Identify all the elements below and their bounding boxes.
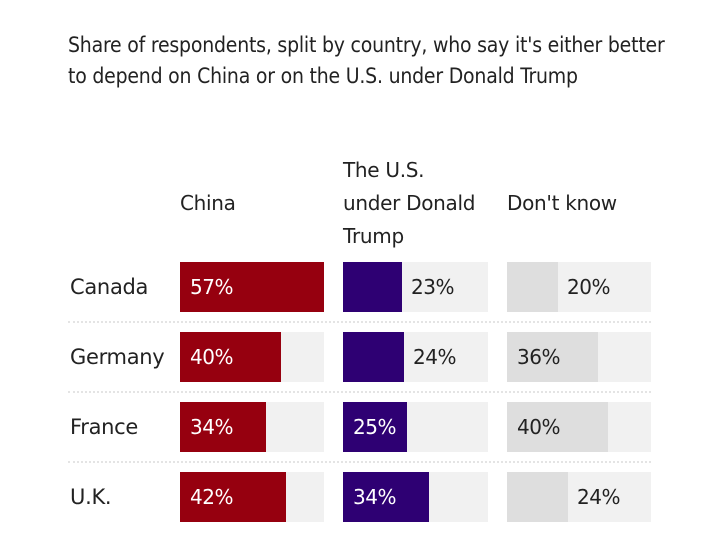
bar-track: 24% — [507, 472, 651, 522]
data-label: 40% — [190, 345, 233, 369]
column-header-dont-know: Don't know — [507, 191, 617, 215]
bar-track: 20% — [507, 262, 651, 312]
data-label: 25% — [353, 415, 396, 439]
bar — [180, 332, 281, 382]
data-label: 42% — [190, 485, 233, 509]
column-header-china: China — [180, 191, 236, 215]
row-separator — [68, 321, 651, 323]
row-separator — [68, 461, 651, 463]
column-header-us-line2: under Donald — [343, 191, 476, 215]
column-header-us-line1: The U.S. — [343, 158, 425, 182]
bar-track: 25% — [343, 402, 488, 452]
bar — [180, 472, 286, 522]
bar-track: 57% — [180, 262, 324, 312]
data-label: 23% — [411, 275, 454, 299]
row-label: Canada — [70, 275, 149, 299]
data-label: 20% — [567, 275, 610, 299]
row-separator — [68, 391, 651, 393]
bar — [343, 402, 407, 452]
bar — [507, 262, 558, 312]
bar-track: 23% — [343, 262, 488, 312]
bar — [343, 472, 429, 522]
bar-track: 24% — [343, 332, 488, 382]
column-header-us: The U.S. under Donald Trump — [343, 154, 475, 253]
data-label: 24% — [413, 345, 456, 369]
bar — [343, 262, 402, 312]
bar — [507, 472, 568, 522]
bar-track: 36% — [507, 332, 651, 382]
data-label: 24% — [577, 485, 620, 509]
bar-track: 42% — [180, 472, 324, 522]
bar — [507, 332, 598, 382]
bar-track: 34% — [343, 472, 488, 522]
data-label: 34% — [190, 415, 233, 439]
row-label: Germany — [70, 345, 165, 369]
row-label: France — [70, 415, 139, 439]
row-label: U.K. — [70, 485, 112, 509]
data-label: 57% — [190, 275, 233, 299]
bar-track: 40% — [180, 332, 324, 382]
data-label: 36% — [517, 345, 560, 369]
column-header-us-line3: Trump — [343, 224, 404, 248]
bar-track: 40% — [507, 402, 651, 452]
bar — [180, 262, 324, 312]
bar — [343, 332, 404, 382]
chart-title: Share of respondents, split by country, … — [68, 33, 665, 88]
bar — [180, 402, 266, 452]
data-label: 34% — [353, 485, 396, 509]
bar — [507, 402, 608, 452]
data-label: 40% — [517, 415, 560, 439]
bar-track: 34% — [180, 402, 324, 452]
